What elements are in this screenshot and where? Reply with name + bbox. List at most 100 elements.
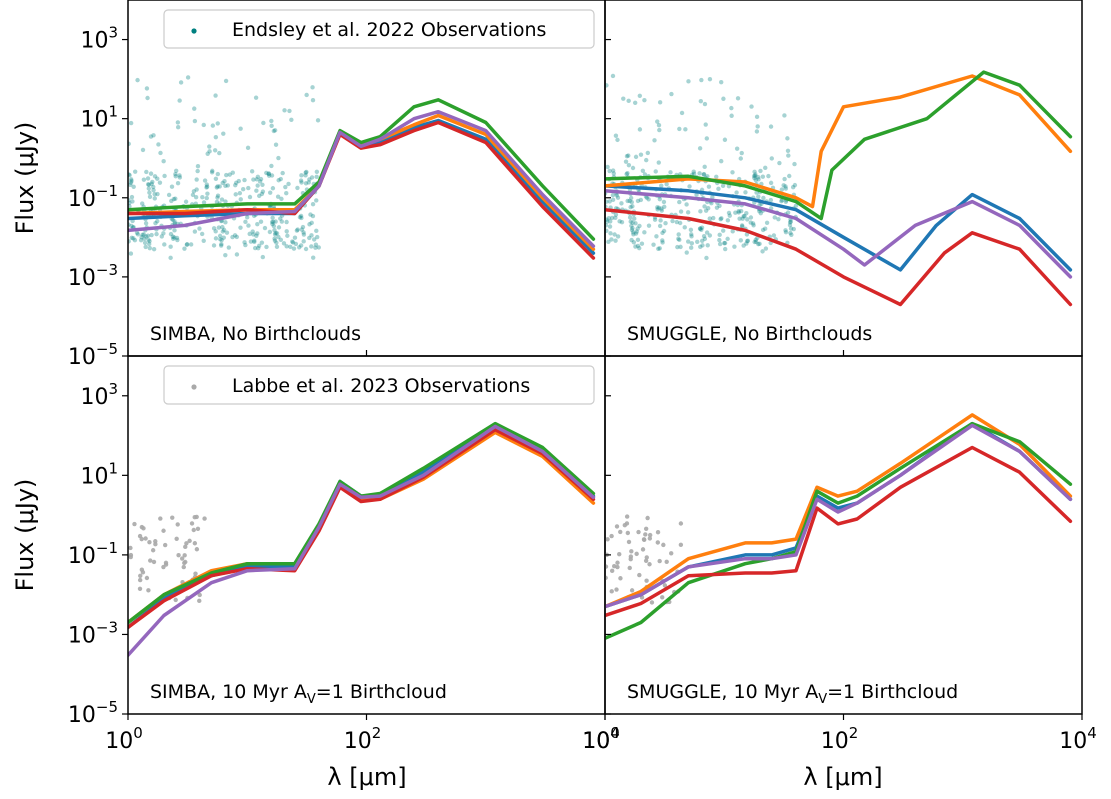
x-tick-label: 102 [821, 724, 859, 754]
observation-point [221, 131, 226, 136]
observation-point [131, 184, 136, 190]
observation-point [730, 229, 735, 234]
observation-point [129, 178, 134, 184]
observation-point [605, 217, 609, 222]
observation-point [141, 177, 147, 182]
observation-point [303, 173, 308, 178]
observation-point [605, 537, 610, 542]
observation-point [755, 124, 760, 129]
observation-point [786, 153, 791, 158]
observation-point [725, 236, 730, 242]
observation-point [614, 193, 620, 198]
observation-point [629, 223, 634, 228]
observation-point [146, 241, 152, 247]
observation-point [615, 564, 620, 570]
observation-point [646, 197, 651, 202]
observation-point [721, 96, 726, 101]
observation-point [271, 128, 277, 134]
observation-point [719, 216, 724, 221]
observation-point [214, 199, 220, 205]
observation-point [141, 526, 146, 531]
observation-point [279, 219, 285, 224]
observation-point [144, 575, 150, 581]
observation-point [624, 171, 629, 177]
observation-point [129, 235, 134, 240]
observation-point [695, 239, 700, 244]
observation-point [738, 238, 744, 243]
observation-point [169, 198, 174, 204]
observation-point [624, 154, 630, 159]
observation-point [643, 526, 649, 532]
observation-point [226, 245, 232, 250]
observation-point [300, 224, 306, 230]
observation-point [156, 142, 161, 147]
observation-point [635, 226, 640, 231]
observation-point [760, 227, 766, 233]
observation-point [271, 223, 277, 229]
observation-point [250, 229, 255, 234]
observation-point [647, 562, 652, 567]
y-tick-label: 10−5 [68, 340, 118, 370]
observation-point [193, 195, 199, 200]
observation-point [217, 150, 222, 156]
observation-point [748, 220, 753, 225]
observation-point [299, 173, 304, 178]
observation-point [314, 169, 320, 174]
observation-point [657, 100, 663, 105]
observation-point [131, 236, 136, 241]
observation-point [634, 551, 639, 557]
legend-marker [191, 384, 197, 390]
observation-point [782, 176, 787, 182]
observation-point [744, 232, 750, 237]
ylabel-bottom: Flux (μJy) [11, 479, 39, 592]
observation-point [787, 222, 793, 228]
observation-point [223, 220, 228, 225]
observation-point [201, 122, 206, 128]
observation-point [193, 571, 198, 576]
series-line-4 [605, 189, 1073, 279]
observation-point [299, 227, 305, 232]
observation-point [678, 542, 684, 548]
observation-point [273, 230, 278, 236]
observation-point [657, 558, 662, 564]
observation-point [175, 237, 180, 243]
observation-point [632, 216, 637, 221]
observation-point [625, 170, 630, 176]
observation-point [307, 222, 312, 227]
observation-point [237, 190, 243, 196]
observation-point [714, 174, 719, 179]
observation-point [663, 220, 668, 226]
observation-point [215, 171, 221, 177]
observation-point [223, 199, 228, 204]
observation-point [744, 210, 749, 216]
observation-point [142, 240, 148, 245]
observation-point [662, 583, 668, 588]
observation-point [745, 217, 750, 222]
observation-point [657, 246, 662, 251]
observation-point [727, 213, 732, 218]
observation-point [655, 119, 660, 124]
observation-point [253, 95, 259, 100]
observation-point [631, 230, 636, 235]
observation-point [740, 216, 745, 221]
observation-point [213, 229, 218, 234]
observation-point [714, 205, 720, 210]
observation-point [153, 539, 158, 544]
observation-point [605, 219, 610, 224]
observation-point [134, 230, 140, 236]
observation-point [266, 171, 272, 176]
series-line-0 [128, 423, 596, 630]
observation-point [698, 98, 704, 104]
observation-point [170, 217, 176, 223]
observation-point [135, 77, 140, 83]
observation-point [758, 210, 763, 216]
observation-point [245, 145, 251, 151]
observation-point [170, 234, 176, 239]
observation-point [261, 120, 266, 126]
observation-point [148, 134, 154, 139]
observation-point [216, 225, 222, 230]
observation-point [269, 118, 274, 124]
observation-point [188, 242, 194, 247]
observation-point [668, 170, 673, 175]
observation-point [210, 168, 215, 174]
